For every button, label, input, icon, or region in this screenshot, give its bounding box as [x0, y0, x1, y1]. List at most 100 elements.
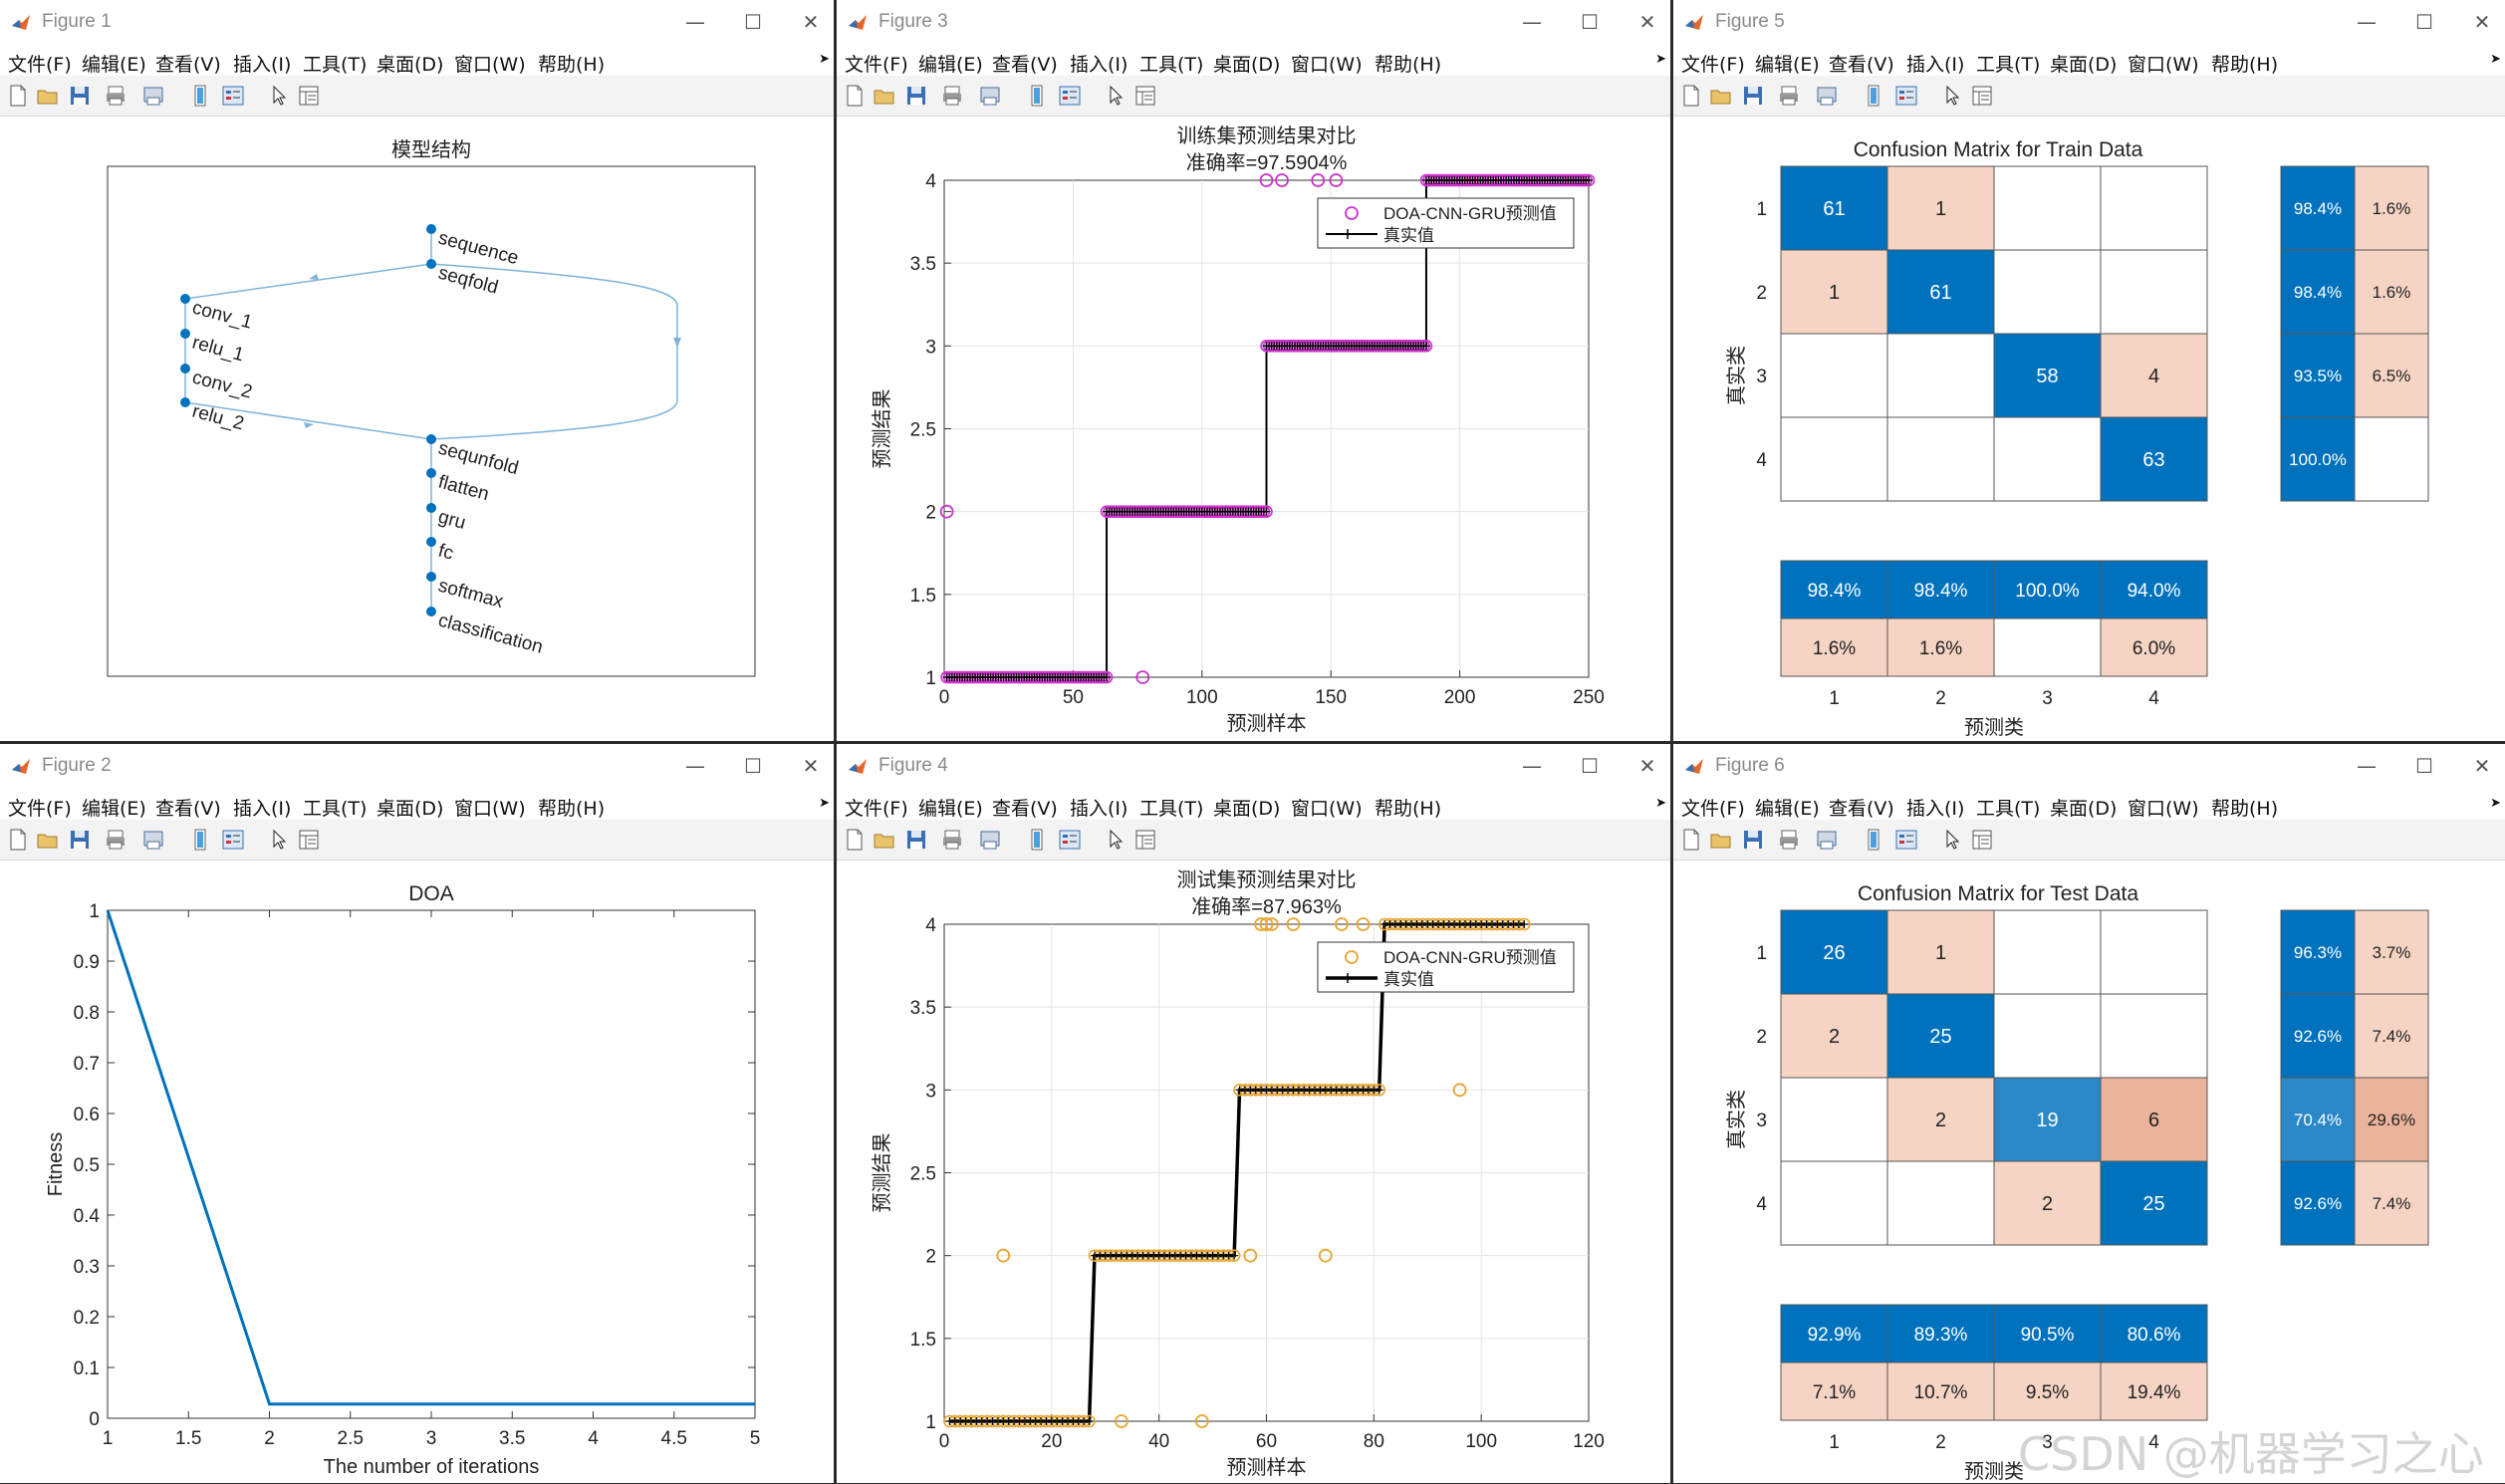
menu-item[interactable]: 桌面(D): [376, 54, 444, 76]
menu-item[interactable]: 编辑(E): [918, 798, 983, 820]
menu-item[interactable]: 帮助(H): [1375, 798, 1442, 820]
print-icon[interactable]: [104, 84, 127, 108]
print-preview-icon[interactable]: [1815, 828, 1839, 852]
pointer-icon[interactable]: [267, 828, 291, 852]
menu-item[interactable]: 帮助(H): [2211, 798, 2279, 820]
window-titlebar[interactable]: Figure 6 — ☐ ✕: [1673, 744, 2505, 790]
minimize-icon[interactable]: —: [2357, 10, 2377, 34]
close-icon[interactable]: ✕: [1638, 754, 1656, 778]
menu-item[interactable]: 桌面(D): [376, 798, 444, 820]
insert-colorbar-icon[interactable]: [191, 828, 215, 852]
menu-item[interactable]: 窗口(W): [1291, 54, 1363, 76]
close-icon[interactable]: ✕: [1638, 10, 1656, 34]
property-editor-icon[interactable]: [1133, 84, 1157, 108]
new-file-icon[interactable]: [1679, 84, 1703, 108]
print-icon[interactable]: [1777, 828, 1801, 852]
menu-item[interactable]: 工具(T): [303, 798, 368, 820]
print-icon[interactable]: [1777, 84, 1801, 108]
minimize-icon[interactable]: —: [2357, 754, 2377, 778]
menu-item[interactable]: 桌面(D): [1213, 54, 1281, 76]
insert-legend-icon[interactable]: [1058, 84, 1082, 108]
menu-item[interactable]: 窗口(W): [2128, 798, 2199, 820]
menu-item[interactable]: 插入(I): [1070, 798, 1128, 820]
menu-item[interactable]: 工具(T): [1976, 54, 2041, 76]
new-file-icon[interactable]: [843, 828, 867, 852]
menu-item[interactable]: 编辑(E): [918, 54, 983, 76]
print-icon[interactable]: [104, 828, 127, 852]
close-icon[interactable]: ✕: [2473, 754, 2491, 778]
pointer-icon[interactable]: [1104, 84, 1127, 108]
menu-item[interactable]: 编辑(E): [1755, 798, 1820, 820]
menu-item[interactable]: 查看(V): [992, 798, 1058, 820]
new-file-icon[interactable]: [6, 828, 30, 852]
window-titlebar[interactable]: Figure 4 — ☐ ✕: [837, 744, 1670, 790]
menu-item[interactable]: 帮助(H): [1375, 54, 1442, 76]
menu-item[interactable]: 文件(F): [845, 798, 908, 820]
save-icon[interactable]: [1741, 84, 1765, 108]
menu-item[interactable]: 文件(F): [8, 798, 72, 820]
close-icon[interactable]: ✕: [802, 754, 820, 778]
menu-item[interactable]: 工具(T): [1139, 54, 1204, 76]
menu-item[interactable]: 编辑(E): [82, 798, 146, 820]
print-preview-icon[interactable]: [1815, 84, 1839, 108]
menu-item[interactable]: 桌面(D): [1213, 798, 1281, 820]
maximize-icon[interactable]: ☐: [1581, 754, 1599, 778]
pointer-icon[interactable]: [1104, 828, 1127, 852]
window-titlebar[interactable]: Figure 3 — ☐ ✕: [837, 0, 1670, 46]
menu-item[interactable]: 帮助(H): [538, 798, 606, 820]
menu-item[interactable]: 工具(T): [303, 54, 368, 76]
minimize-icon[interactable]: —: [685, 754, 705, 778]
menu-item[interactable]: 文件(F): [845, 54, 908, 76]
menu-item[interactable]: 帮助(H): [538, 54, 606, 76]
window-titlebar[interactable]: Figure 1 — ☐ ✕: [0, 0, 834, 46]
menu-overflow-icon[interactable]: ➤: [2490, 796, 2501, 811]
menu-overflow-icon[interactable]: ➤: [819, 796, 830, 811]
insert-legend-icon[interactable]: [221, 84, 245, 108]
menu-item[interactable]: 工具(T): [1139, 798, 1204, 820]
open-folder-icon[interactable]: [1709, 84, 1733, 108]
insert-colorbar-icon[interactable]: [1028, 84, 1052, 108]
menu-item[interactable]: 插入(I): [1906, 798, 1965, 820]
new-file-icon[interactable]: [6, 84, 30, 108]
property-editor-icon[interactable]: [1970, 84, 1994, 108]
open-folder-icon[interactable]: [36, 84, 60, 108]
menu-overflow-icon[interactable]: ➤: [1655, 796, 1666, 811]
maximize-icon[interactable]: ☐: [2415, 10, 2433, 34]
window-titlebar[interactable]: Figure 5 — ☐ ✕: [1673, 0, 2505, 46]
menu-item[interactable]: 工具(T): [1976, 798, 2041, 820]
menu-item[interactable]: 窗口(W): [1291, 798, 1363, 820]
minimize-icon[interactable]: —: [1522, 754, 1542, 778]
insert-legend-icon[interactable]: [221, 828, 245, 852]
close-icon[interactable]: ✕: [802, 10, 820, 34]
print-preview-icon[interactable]: [141, 84, 165, 108]
pointer-icon[interactable]: [1940, 84, 1964, 108]
menu-item[interactable]: 查看(V): [155, 54, 221, 76]
menu-item[interactable]: 文件(F): [1681, 798, 1745, 820]
property-editor-icon[interactable]: [1133, 828, 1157, 852]
print-icon[interactable]: [940, 84, 964, 108]
insert-legend-icon[interactable]: [1058, 828, 1082, 852]
menu-item[interactable]: 编辑(E): [82, 54, 146, 76]
property-editor-icon[interactable]: [297, 84, 321, 108]
save-icon[interactable]: [68, 828, 92, 852]
save-icon[interactable]: [904, 828, 928, 852]
maximize-icon[interactable]: ☐: [744, 754, 762, 778]
menu-item[interactable]: 窗口(W): [454, 798, 526, 820]
open-folder-icon[interactable]: [873, 828, 896, 852]
insert-colorbar-icon[interactable]: [1865, 84, 1888, 108]
insert-legend-icon[interactable]: [1894, 84, 1918, 108]
open-folder-icon[interactable]: [1709, 828, 1733, 852]
minimize-icon[interactable]: —: [685, 10, 705, 34]
property-editor-icon[interactable]: [1970, 828, 1994, 852]
save-icon[interactable]: [68, 84, 92, 108]
menu-item[interactable]: 插入(I): [1906, 54, 1965, 76]
print-preview-icon[interactable]: [141, 828, 165, 852]
window-titlebar[interactable]: Figure 2 — ☐ ✕: [0, 744, 834, 790]
menu-item[interactable]: 插入(I): [233, 798, 292, 820]
menu-item[interactable]: 文件(F): [1681, 54, 1745, 76]
menu-item[interactable]: 查看(V): [155, 798, 221, 820]
maximize-icon[interactable]: ☐: [2415, 754, 2433, 778]
insert-legend-icon[interactable]: [1894, 828, 1918, 852]
pointer-icon[interactable]: [267, 84, 291, 108]
print-icon[interactable]: [940, 828, 964, 852]
